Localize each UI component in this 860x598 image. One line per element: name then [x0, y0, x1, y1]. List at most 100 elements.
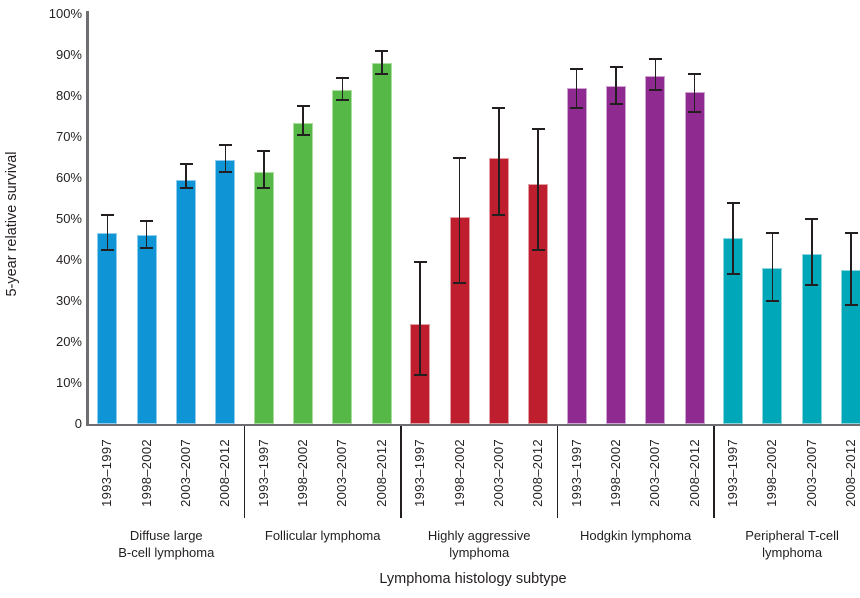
- error-bar-line: [302, 106, 304, 135]
- error-bar-line: [654, 59, 657, 90]
- bar: [606, 85, 626, 424]
- error-bar-cap: [218, 170, 232, 173]
- error-bar-line: [537, 128, 539, 250]
- bar: [645, 75, 666, 424]
- x-tick-label: 1993–1997: [568, 439, 584, 507]
- error-bar-cap: [100, 213, 114, 216]
- y-tick-label: 0: [74, 416, 82, 431]
- x-tick-label: 1993–1997: [99, 439, 115, 507]
- x-axis-line: [86, 423, 860, 426]
- error-bar-cap: [609, 103, 623, 106]
- x-tick-label: 2008–2012: [530, 439, 546, 507]
- group-label-line: B-cell lymphoma: [118, 544, 215, 560]
- error-bar-cap: [805, 283, 819, 286]
- y-tick-label: 70%: [55, 129, 82, 144]
- error-bar-line: [419, 262, 421, 375]
- x-tick-label: 2008–2012: [843, 439, 859, 507]
- error-bar-cap: [179, 187, 193, 190]
- group-separator: [713, 426, 715, 518]
- group-label: Diffuse large B-cell lymphoma: [81, 528, 251, 561]
- error-bar-cap: [492, 107, 506, 110]
- group-label-line: Follicular lymphoma: [264, 528, 381, 543]
- error-bar-cap: [688, 111, 702, 114]
- bar: [371, 63, 392, 424]
- error-bar-cap: [726, 273, 740, 276]
- error-bar-line: [732, 202, 734, 275]
- bar: [215, 159, 236, 424]
- bar: [136, 235, 157, 424]
- group-label: Hodgkin lymphoma: [551, 528, 721, 545]
- error-bar-cap: [844, 232, 858, 235]
- error-bar-cap: [609, 66, 623, 69]
- error-bar-line: [498, 108, 500, 215]
- group-label-line: lymphoma: [449, 544, 510, 560]
- error-bar-cap: [100, 248, 114, 251]
- group-label: Peripheral T-cell lymphoma: [707, 528, 860, 561]
- x-tick-label: 1993–1997: [725, 439, 741, 507]
- y-tick-label: 30%: [55, 293, 82, 308]
- group-separator: [243, 426, 246, 518]
- x-tick-label: 1998–2002: [764, 439, 780, 507]
- y-axis-line: [86, 11, 89, 426]
- x-tick-label: 2008–2012: [373, 439, 389, 507]
- x-tick-label: 2008–2012: [217, 439, 233, 507]
- error-bar-cap: [531, 127, 545, 130]
- group-label-line: Hodgkin lymphoma: [579, 528, 692, 543]
- error-bar-cap: [179, 162, 193, 165]
- error-bar-line: [145, 221, 148, 248]
- y-tick-label: 40%: [55, 252, 82, 267]
- group-label: Highly aggressive lymphoma: [394, 528, 564, 561]
- error-bar-cap: [726, 201, 740, 204]
- bar: [684, 91, 705, 424]
- x-tick-label: 2003–2007: [803, 439, 819, 507]
- error-bar-line: [381, 50, 383, 74]
- group-separator: [400, 426, 402, 518]
- y-tick-label: 90%: [55, 47, 82, 62]
- x-tick-label: 1998–2002: [295, 439, 311, 507]
- error-bar-cap: [257, 150, 271, 153]
- x-tick-label: 1998–2002: [451, 439, 467, 507]
- x-tick-label: 1998–2002: [608, 439, 623, 507]
- group-label-line: Highly aggressive: [427, 528, 531, 543]
- error-bar-line: [458, 157, 461, 283]
- error-bar-line: [224, 145, 226, 172]
- error-bar-cap: [413, 261, 427, 264]
- error-bar-cap: [296, 134, 310, 136]
- error-bar-cap: [335, 76, 349, 79]
- x-tick-label: 2003–2007: [334, 439, 350, 507]
- error-bar-cap: [844, 304, 858, 307]
- error-bar-cap: [688, 72, 702, 75]
- error-bar-cap: [765, 232, 779, 235]
- group-separator: [556, 426, 559, 518]
- y-tick-label: 60%: [55, 170, 82, 185]
- y-tick-label: 20%: [55, 334, 82, 349]
- error-bar-line: [341, 77, 344, 101]
- x-tick-label: 1998–2002: [138, 439, 154, 507]
- error-bar-line: [263, 151, 265, 189]
- group-label-line: Peripheral T-cell: [745, 528, 839, 543]
- y-axis-title: 5-year relative survival: [4, 151, 20, 297]
- x-tick-label: 2008–2012: [686, 439, 702, 507]
- bar: [176, 180, 196, 424]
- error-bar-line: [771, 233, 774, 301]
- error-bar-cap: [648, 58, 662, 61]
- error-bar-line: [106, 214, 108, 250]
- y-tick-label: 50%: [55, 211, 82, 226]
- error-bar-cap: [492, 213, 506, 216]
- error-bar-cap: [570, 68, 584, 71]
- x-tick-label: 2003–2007: [178, 439, 193, 507]
- error-bar-cap: [531, 248, 545, 251]
- bar: [332, 89, 353, 424]
- group-label: Follicular lymphoma: [238, 528, 408, 545]
- error-bar-cap: [648, 88, 662, 91]
- y-tick-label: 100%: [48, 6, 82, 21]
- y-tick-label: 80%: [55, 88, 82, 103]
- error-bar-cap: [296, 105, 310, 108]
- error-bar-line: [575, 69, 578, 109]
- error-bar-cap: [413, 373, 427, 376]
- x-tick-label: 2003–2007: [490, 439, 506, 507]
- error-bar-cap: [765, 300, 779, 302]
- error-bar-cap: [140, 220, 154, 223]
- error-bar-cap: [140, 246, 154, 249]
- bar: [253, 171, 274, 424]
